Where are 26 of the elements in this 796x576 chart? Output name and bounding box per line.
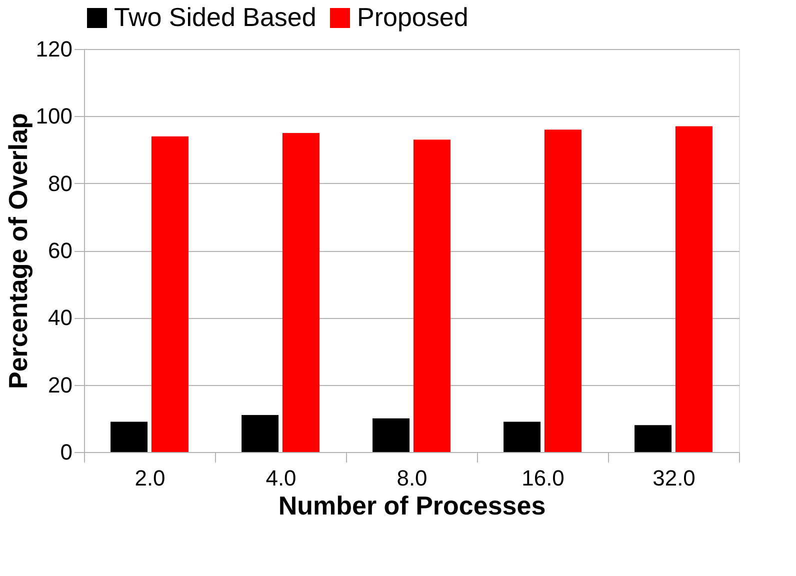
x-axis-title: Number of Processes: [278, 490, 546, 520]
y-tick-label: 120: [36, 36, 72, 62]
y-tick-label: 60: [48, 238, 72, 263]
y-tick-label: 80: [48, 170, 72, 196]
y-axis-title: Percentage of Overlap: [2, 113, 33, 389]
x-tick-label: 2.0: [134, 466, 166, 490]
x-tick-label: 4.0: [266, 466, 296, 490]
x-tick-label: 8.0: [396, 466, 428, 490]
y-tick-label: 100: [36, 104, 72, 129]
bar: [413, 140, 450, 452]
y-tick-label: 0: [60, 440, 72, 464]
bar: [634, 425, 672, 452]
bar: [282, 132, 320, 452]
bar: [242, 415, 279, 452]
bar: [151, 136, 188, 452]
legend-label: Proposed: [357, 2, 468, 32]
bar: [504, 422, 541, 452]
bar: [675, 126, 712, 452]
legend-label: Two Sided Based: [114, 2, 316, 32]
y-tick-label: 20: [48, 372, 72, 398]
x-tick-label: 32.0: [652, 466, 696, 490]
y-tick-label: 40: [48, 305, 72, 330]
bar: [544, 130, 582, 452]
x-tick-label: 16.0: [522, 466, 564, 490]
bar: [110, 422, 148, 452]
bar: [372, 418, 410, 452]
